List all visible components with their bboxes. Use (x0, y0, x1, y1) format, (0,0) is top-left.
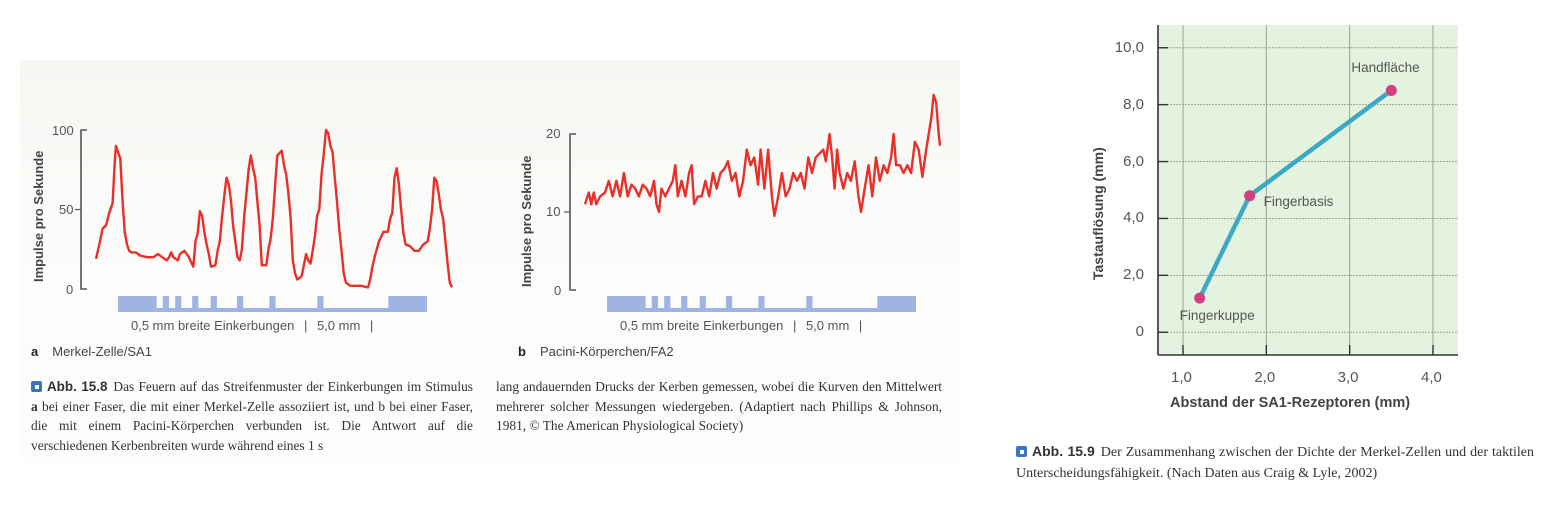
caption-text: Der Zusammenhang zwischen der Dichte der… (1016, 445, 1534, 481)
merkel-response-plot (75, 128, 454, 312)
point-label: Handfläche (1351, 60, 1420, 76)
stimulus-notch-bar (118, 296, 427, 312)
x-tick-label: 2,0 (1254, 369, 1276, 386)
panel-a-letter: a (31, 344, 39, 359)
response-trace (94, 128, 454, 289)
panel-a-ytick-100: 100 (52, 123, 74, 138)
figure-marker-icon (31, 381, 42, 392)
panel-a-stimulus-label: 0,5 mm breite Einkerbungen | 5,0 mm | (131, 318, 374, 333)
notch-width-label: 0,5 mm breite Einkerbungen (131, 318, 295, 333)
pacini-response-plot (564, 93, 942, 312)
panel-b-stimulus-label: 0,5 mm breite Einkerbungen | 5,0 mm | (620, 318, 863, 333)
plot-area (1158, 25, 1458, 355)
y-tick-label: 4,0 (1123, 209, 1144, 227)
figure-15-9-chart (1080, 10, 1500, 410)
panel-a-label: a Merkel-Zelle/SA1 (31, 344, 152, 359)
figure-number: Abb. 15.8 (47, 379, 108, 394)
figure-15-8-caption-col2: lang andauernden Drucks der Kerben gemes… (496, 379, 942, 433)
panel-a-merkel-chart (20, 60, 490, 360)
wide-notch-label: 5,0 mm (805, 318, 850, 333)
stimulus-notch-bar (607, 296, 916, 312)
y-tick-label: 0 (1135, 323, 1144, 341)
x-tick-label: 1,0 (1171, 369, 1192, 386)
data-point (1244, 190, 1256, 202)
data-point (1194, 292, 1206, 304)
panel-a-ylabel: Impulse pro Sekunde (31, 150, 46, 282)
y-tick-label: 8,0 (1123, 95, 1144, 113)
x-tick-label: 3,0 (1337, 369, 1359, 386)
caption-text: bei einer Faser, die mit einer Merkel-Ze… (31, 398, 473, 453)
panel-b-ytick-0: 0 (554, 283, 562, 298)
panel-b-ytick-20: 20 (546, 126, 561, 141)
figure-marker-icon (1016, 446, 1027, 457)
figure-15-9-xlabel: Abstand der SA1-Rezeptoren (mm) (1170, 395, 1411, 411)
x-tick-label: 4,0 (1421, 369, 1442, 386)
panel-a-ytick-50: 50 (59, 202, 74, 217)
panel-a-ytick-0: 0 (66, 282, 74, 297)
response-trace (583, 93, 942, 218)
figure-15-9-ylabel: Tastauflösung (mm) (1090, 147, 1106, 280)
y-tick-label: 2,0 (1123, 266, 1144, 284)
notch-width-label: 0,5 mm breite Einkerbungen (620, 318, 784, 333)
figure-15-8-caption-col1: Abb. 15.8 Das Feuern auf das Streifenmust… (31, 377, 473, 455)
y-tick-label: 6,0 (1123, 152, 1144, 170)
panel-b-letter: b (518, 344, 526, 359)
caption-text: Das Feuern auf das Streifenmuster der Ei… (113, 379, 473, 394)
panel-a-title: Merkel-Zelle/SA1 (52, 344, 152, 359)
y-tick-label: 10,0 (1114, 38, 1144, 56)
panel-b-ytick-10: 10 (546, 204, 561, 219)
panel-b-ylabel: Impulse pro Sekunde (519, 155, 534, 287)
wide-notch-label: 5,0 mm (316, 318, 361, 333)
panel-b-pacini-chart (500, 80, 960, 360)
density-resolution-plot (1157, 25, 1458, 356)
figure-15-9-caption: Abb. 15.9 Der Zusammenhang zwischen der D… (1016, 441, 1534, 484)
point-label: Fingerbasis (1263, 193, 1334, 209)
panel-b-title: Pacini-Körperchen/FA2 (539, 344, 674, 359)
point-label: Fingerkuppe (1179, 308, 1255, 324)
caption-panel-ref: a (31, 398, 38, 414)
data-point (1385, 84, 1397, 96)
figure-number: Abb. 15.9 (1032, 443, 1095, 459)
panel-b-label: b Pacini-Körperchen/FA2 (518, 344, 674, 359)
